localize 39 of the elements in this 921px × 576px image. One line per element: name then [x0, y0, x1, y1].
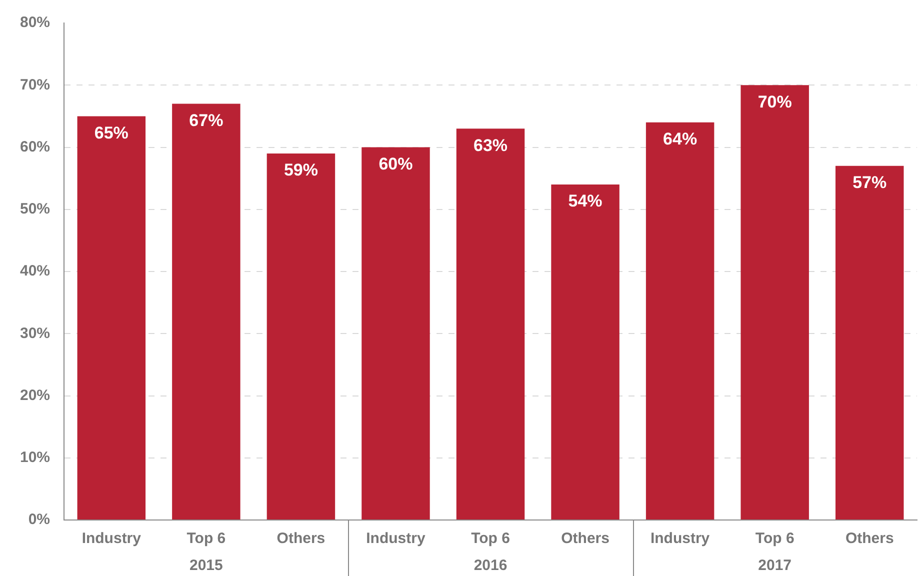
y-tick-label: 60% [20, 138, 50, 156]
x-tick-label: Others [845, 530, 894, 548]
y-tick-label: 80% [20, 14, 50, 32]
data-label: 60% [378, 154, 413, 174]
x-tick-label: Top 6 [186, 530, 226, 548]
data-label: 54% [568, 192, 602, 211]
data-label: 65% [94, 123, 128, 142]
bar [362, 147, 430, 520]
bar [740, 85, 809, 520]
x-tick-label: Top 6 [755, 530, 794, 548]
data-label: 67% [189, 110, 224, 130]
data-label: 70% [758, 92, 792, 112]
y-tick-label: 10% [20, 449, 50, 466]
bar [77, 116, 146, 520]
text: 2015 [189, 557, 223, 574]
text: 2016 [474, 557, 508, 574]
y-tick-label: 70% [20, 76, 50, 94]
x-tick-label: Industry [366, 530, 426, 548]
x-tick-label: Others [561, 530, 610, 548]
bar [646, 122, 714, 520]
bar [172, 104, 240, 520]
data-label: 57% [852, 173, 887, 192]
text: 2017 [758, 557, 792, 574]
y-tick-label: 50% [20, 200, 50, 218]
y-tick-label: 0% [28, 511, 50, 528]
bar [551, 184, 620, 520]
x-tick-label: Industry [650, 530, 710, 548]
data-label: 59% [284, 160, 318, 180]
bar [456, 128, 525, 520]
y-tick-label: 30% [20, 324, 50, 342]
y-tick-label: 40% [20, 262, 50, 280]
bar [835, 166, 904, 520]
x-tick-label: Others [276, 530, 326, 548]
data-label: 64% [663, 130, 698, 149]
x-tick-label: Top 6 [471, 530, 510, 548]
bar [266, 153, 336, 520]
x-tick-label: Industry [82, 530, 142, 548]
data-label: 63% [473, 136, 508, 155]
y-tick-label: 20% [20, 386, 50, 404]
